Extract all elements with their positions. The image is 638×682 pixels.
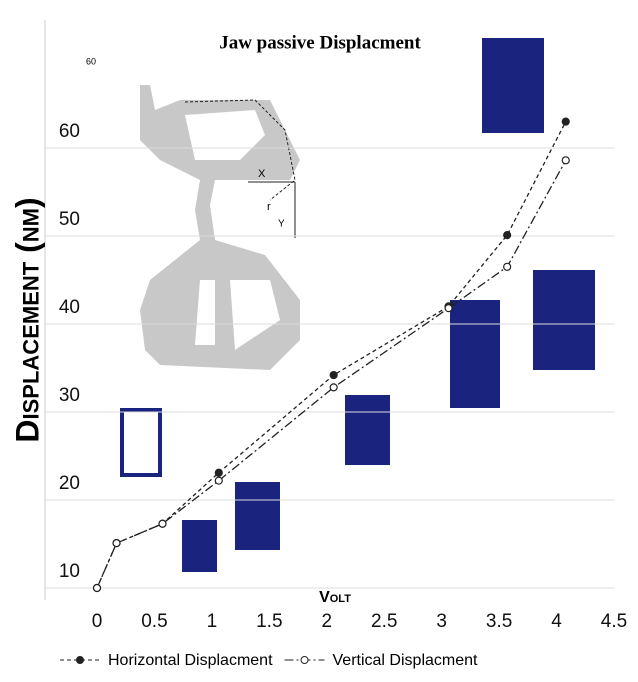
data-point [94, 585, 101, 592]
x-tick-label: 3.5 [486, 611, 512, 632]
x-tick-label: 0 [92, 611, 103, 632]
y-axis-label: Displacement (nm) [9, 197, 45, 442]
chart: Jaw passive Displacment Volt Displacemen… [0, 0, 638, 677]
legend-marker [77, 657, 84, 664]
x-tick-label: 1 [207, 611, 218, 632]
x-tick-label: 2 [321, 611, 332, 632]
data-point [562, 157, 569, 164]
y-tick-label: 40 [59, 297, 80, 318]
annotation: X [258, 168, 266, 180]
y-tick-label: 60 [59, 121, 80, 142]
x-tick-label: 4 [551, 611, 562, 632]
x-tick-label: 0.5 [141, 611, 167, 632]
data-point [159, 520, 166, 527]
annotation: Y [278, 219, 285, 230]
y-tick-label: 10 [59, 561, 80, 582]
x-tick-label: 2.5 [371, 611, 397, 632]
x-tick-label: 3 [436, 611, 447, 632]
x-axis-label: Volt [319, 589, 351, 606]
data-point [113, 540, 120, 547]
legend-label: Horizontal Displacment [108, 652, 273, 669]
data-point [215, 477, 222, 484]
annotation: r [267, 201, 271, 213]
data-point [504, 263, 511, 270]
y-tick-label: 20 [59, 473, 80, 494]
legend-label: Vertical Displacment [333, 652, 479, 669]
x-tick-label: 4.5 [601, 611, 627, 632]
annotation: 60 [86, 56, 96, 66]
chart-title: Jaw passive Displacment [219, 32, 421, 53]
data-point [215, 469, 222, 476]
x-tick-label: 1.5 [256, 611, 282, 632]
data-point [330, 372, 337, 379]
data-point [562, 118, 569, 125]
y-tick-label: 50 [59, 209, 80, 230]
y-tick-label: 30 [59, 385, 80, 406]
data-point [445, 305, 452, 312]
data-point [504, 232, 511, 239]
legend-marker [301, 657, 308, 664]
data-point [330, 384, 337, 391]
